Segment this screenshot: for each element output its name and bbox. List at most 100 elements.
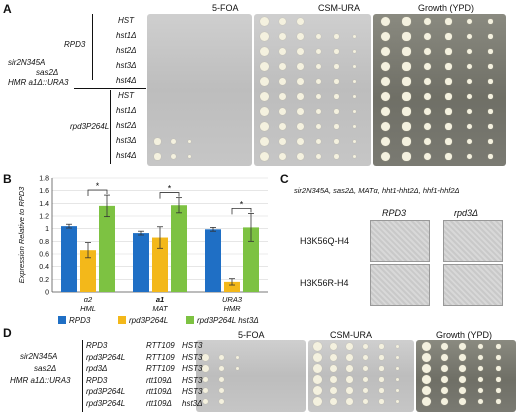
- growth-spot: [352, 124, 357, 129]
- growth-spot: [402, 107, 411, 116]
- a-row-label: hst3Δ: [116, 61, 137, 70]
- d-strain-line-2: sas2Δ: [34, 364, 57, 373]
- d-row-cell: RPD3: [86, 375, 108, 385]
- growth-spot: [315, 153, 322, 160]
- growth-spot: [459, 398, 466, 405]
- c-plate-rpd3d-k56q: [443, 220, 503, 262]
- legend-swatch: [186, 316, 194, 324]
- growth-spot: [445, 63, 452, 70]
- growth-spot: [352, 79, 357, 84]
- growth-spot: [445, 93, 452, 100]
- growth-spot: [459, 343, 466, 350]
- growth-spot: [278, 137, 287, 146]
- c-plate-rpd3-k56q: [370, 220, 430, 262]
- a-row-label: hst3Δ: [116, 136, 137, 145]
- growth-spot: [477, 398, 484, 405]
- growth-spot: [260, 152, 269, 161]
- growth-spot: [445, 138, 452, 145]
- growth-spot: [362, 343, 369, 350]
- panel-c-title: sir2N345A, sas2Δ, MATα, hht1-hht2Δ, hhf1…: [294, 186, 460, 195]
- growth-spot: [352, 49, 357, 54]
- growth-spot: [362, 387, 369, 394]
- growth-spot: [423, 47, 432, 56]
- growth-spot: [440, 353, 449, 362]
- growth-spot: [352, 64, 357, 69]
- growth-spot: [445, 18, 452, 25]
- growth-spot: [496, 377, 501, 382]
- growth-spot: [362, 354, 369, 361]
- growth-spot: [402, 17, 411, 26]
- c-plate-rpd3-k56r: [370, 264, 430, 306]
- growth-spot: [379, 366, 384, 371]
- d-strain-line-1: sir2N345A: [20, 352, 58, 361]
- d-row-cell: RTT109: [146, 364, 175, 373]
- bar: [205, 229, 221, 292]
- growth-spot: [381, 92, 390, 101]
- a-row-label: hst2Δ: [116, 121, 137, 130]
- growth-spot: [187, 154, 192, 159]
- d-plate-title-csm-ura: CSM-URA: [330, 330, 372, 340]
- growth-spot: [402, 122, 411, 131]
- growth-spot: [334, 64, 339, 69]
- growth-spot: [395, 388, 400, 393]
- significance-bracket: [87, 189, 108, 197]
- growth-spot: [313, 364, 322, 373]
- growth-spot: [496, 388, 501, 393]
- plate-d-ypd: [416, 340, 516, 412]
- a-row-label: hst2Δ: [116, 46, 137, 55]
- c-plate-rpd3d-k56r: [443, 264, 503, 306]
- growth-spot: [395, 366, 400, 371]
- growth-spot: [352, 94, 357, 99]
- growth-spot: [496, 366, 501, 371]
- y-tick-label: 0.4: [39, 264, 49, 271]
- c-column-rpd3: RPD3: [382, 208, 407, 218]
- growth-spot: [381, 152, 390, 161]
- d-row-cell: rpd3Δ: [86, 364, 108, 373]
- d-row-cell: HST3: [182, 364, 203, 373]
- growth-spot: [423, 137, 432, 146]
- growth-spot: [402, 152, 411, 161]
- growth-spot: [334, 79, 339, 84]
- growth-spot: [402, 47, 411, 56]
- growth-spot: [278, 152, 287, 161]
- plate-title-csm-ura: CSM-URA: [318, 3, 360, 13]
- growth-spot: [395, 344, 400, 349]
- growth-spot: [422, 397, 431, 406]
- growth-spot: [466, 18, 473, 25]
- y-tick-label: 0: [45, 290, 49, 297]
- growth-spot: [488, 124, 493, 129]
- d-row-cell: HST3: [182, 352, 203, 362]
- growth-spot: [334, 109, 339, 114]
- growth-spot: [466, 123, 473, 130]
- bar: [133, 233, 149, 292]
- growth-spot: [171, 139, 176, 144]
- growth-spot: [379, 355, 384, 360]
- growth-spot: [260, 62, 269, 71]
- growth-spot: [459, 354, 466, 361]
- growth-spot: [496, 344, 501, 349]
- growth-spot: [329, 397, 338, 406]
- d-row-cell: HST3: [182, 387, 203, 396]
- d-row-cell: rpd3P264L: [86, 398, 126, 408]
- growth-spot: [466, 48, 473, 55]
- growth-spot: [381, 77, 390, 86]
- growth-spot: [459, 365, 466, 372]
- d-row-cell: rtt109Δ: [146, 387, 172, 396]
- growth-spot: [313, 386, 322, 395]
- growth-spot: [423, 77, 432, 86]
- bar: [152, 237, 168, 292]
- growth-spot: [218, 387, 225, 394]
- growth-spot: [402, 137, 411, 146]
- growth-spot: [313, 353, 322, 362]
- d-row-cell: RTT109: [146, 341, 175, 350]
- d-strain-line-3: HMR a1Δ::URA3: [10, 376, 71, 385]
- growth-spot: [218, 365, 225, 372]
- growth-spot: [315, 48, 322, 55]
- growth-spot: [218, 354, 225, 361]
- growth-spot: [315, 108, 322, 115]
- growth-spot: [329, 386, 338, 395]
- panel-a-letter: A: [3, 2, 12, 16]
- significance-star: *: [96, 181, 100, 191]
- growth-spot: [329, 342, 338, 351]
- growth-spot: [381, 107, 390, 116]
